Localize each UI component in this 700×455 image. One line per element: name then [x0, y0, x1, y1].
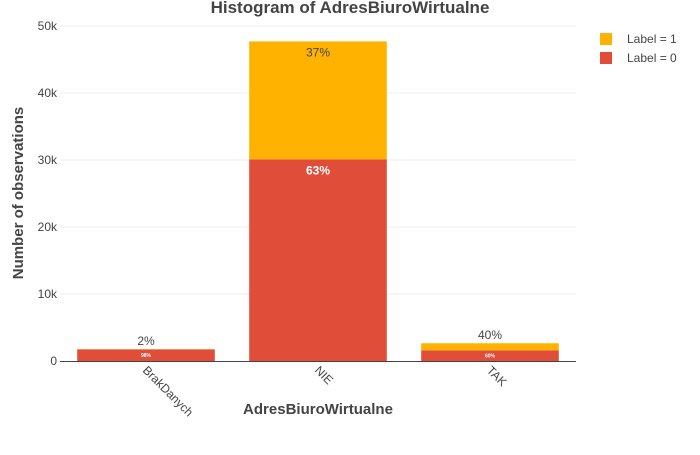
legend-swatch [600, 33, 612, 45]
y-tick-label: 50k [38, 19, 58, 33]
x-axis-title: AdresBiuroWirtualne [243, 401, 393, 418]
y-axis-ticks: 0 10k 20k 30k 40k 50k [38, 19, 58, 368]
bars [77, 41, 559, 361]
data-label-NIE-label-1: 37% [306, 45, 330, 59]
y-tick-label: 20k [38, 220, 58, 234]
data-label-TAK-label-0: 60% [485, 354, 496, 360]
x-tick-label: TAK [484, 363, 510, 389]
bar-TAK-label-1 [421, 343, 559, 350]
y-tick-label: 30k [38, 153, 58, 167]
x-tick-label: NIE [312, 363, 336, 387]
y-tick-label: 40k [38, 86, 58, 100]
chart-title: Histogram of AdresBiuroWirtualne [211, 0, 490, 17]
data-label-BrakDanych-label-1: 2% [137, 334, 155, 348]
y-axis-title: Number of observations [10, 107, 27, 280]
legend-label: Label = 1 [627, 32, 677, 46]
x-tick-label: BrakDanych [140, 363, 196, 419]
legend-label: Label = 0 [627, 51, 677, 65]
data-label-TAK-label-1: 40% [478, 328, 502, 342]
legend-swatch [600, 52, 612, 64]
y-tick-label: 0 [50, 354, 57, 368]
bar-NIE-label-0 [249, 159, 387, 361]
data-label-NIE-label-0: 63% [306, 163, 330, 177]
data-label-BrakDanych-label-0: 98% [141, 353, 152, 359]
legend: Label = 1 Label = 0 [600, 32, 677, 65]
y-tick-label: 10k [38, 287, 58, 301]
